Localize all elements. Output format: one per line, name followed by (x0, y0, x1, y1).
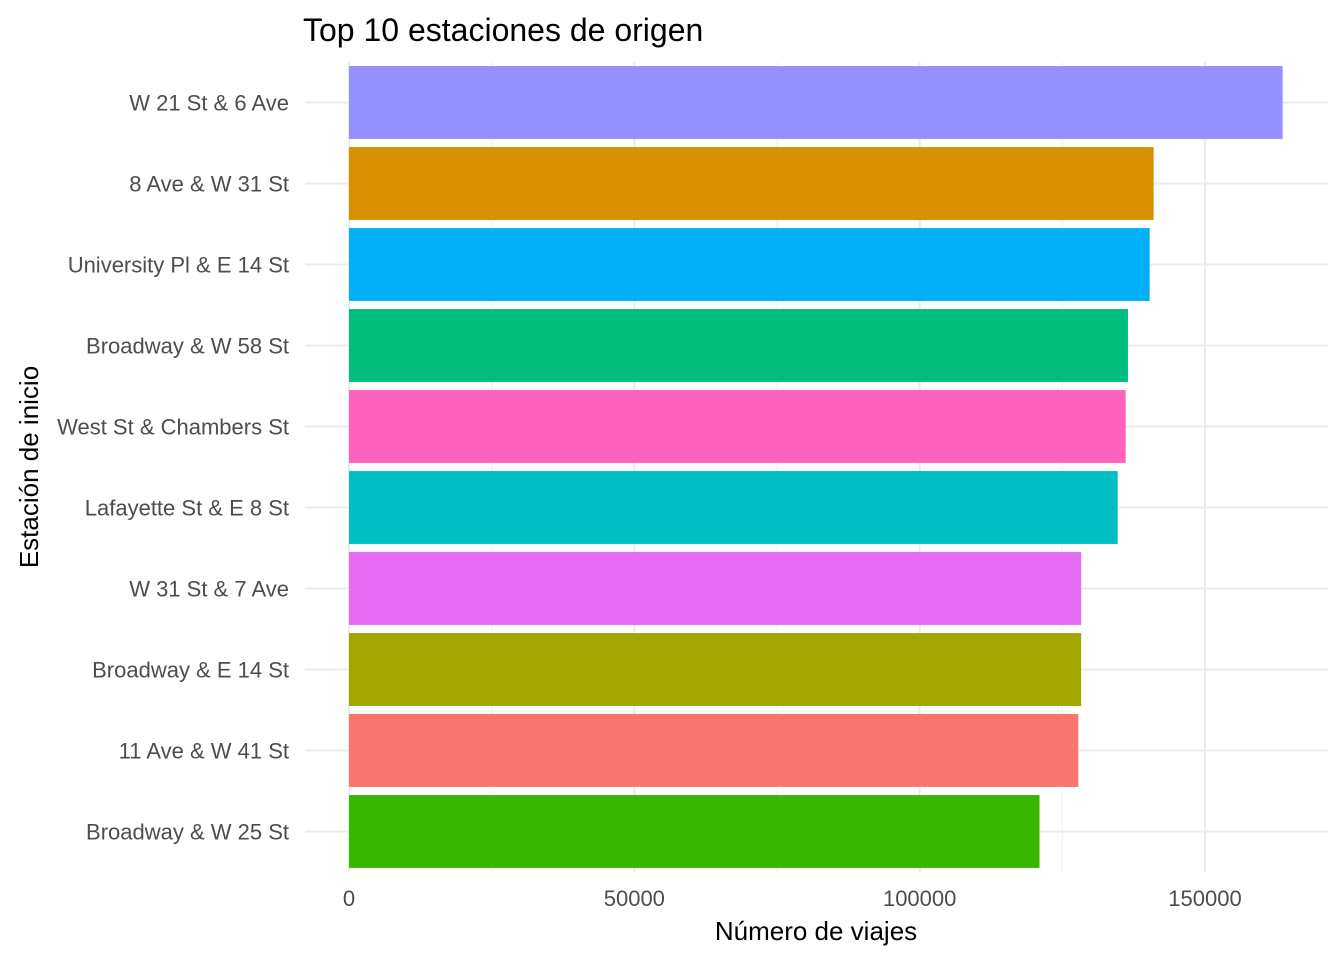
x-tick-label: 0 (343, 886, 355, 911)
x-tick-labels: 0 50000 100000 150000 (343, 886, 1242, 911)
y-tick-label: Lafayette St & E 8 St (85, 496, 289, 521)
bar (349, 390, 1126, 463)
y-tick-label: Broadway & W 58 St (86, 334, 289, 359)
bar (349, 66, 1283, 139)
bars (349, 66, 1283, 868)
bar (349, 633, 1082, 706)
y-axis-title: Estación de inicio (14, 366, 44, 568)
y-tick-label: University Pl & E 14 St (68, 253, 289, 278)
y-tick-label: Broadway & E 14 St (92, 658, 289, 683)
y-tick-labels: W 21 St & 6 Ave 8 Ave & W 31 St University… (57, 91, 289, 845)
y-tick-label: W 31 St & 7 Ave (129, 577, 289, 602)
x-tick-label: 100000 (883, 886, 956, 911)
bar (349, 228, 1150, 301)
bar (349, 309, 1128, 382)
bar (349, 471, 1118, 544)
x-axis-title: Número de viajes (715, 916, 917, 946)
y-tick-label: Broadway & W 25 St (86, 820, 289, 845)
chart-title: Top 10 estaciones de origen (303, 12, 703, 48)
y-tick-label: 8 Ave & W 31 St (129, 172, 289, 197)
x-tick-label: 150000 (1168, 886, 1241, 911)
bar (349, 552, 1082, 625)
y-tick-label: West St & Chambers St (57, 415, 289, 440)
bar (349, 147, 1154, 220)
bar (349, 795, 1040, 868)
y-tick-label: W 21 St & 6 Ave (129, 91, 289, 116)
bar (349, 714, 1079, 787)
x-tick-label: 50000 (604, 886, 665, 911)
y-tick-label: 11 Ave & W 41 St (119, 739, 289, 764)
